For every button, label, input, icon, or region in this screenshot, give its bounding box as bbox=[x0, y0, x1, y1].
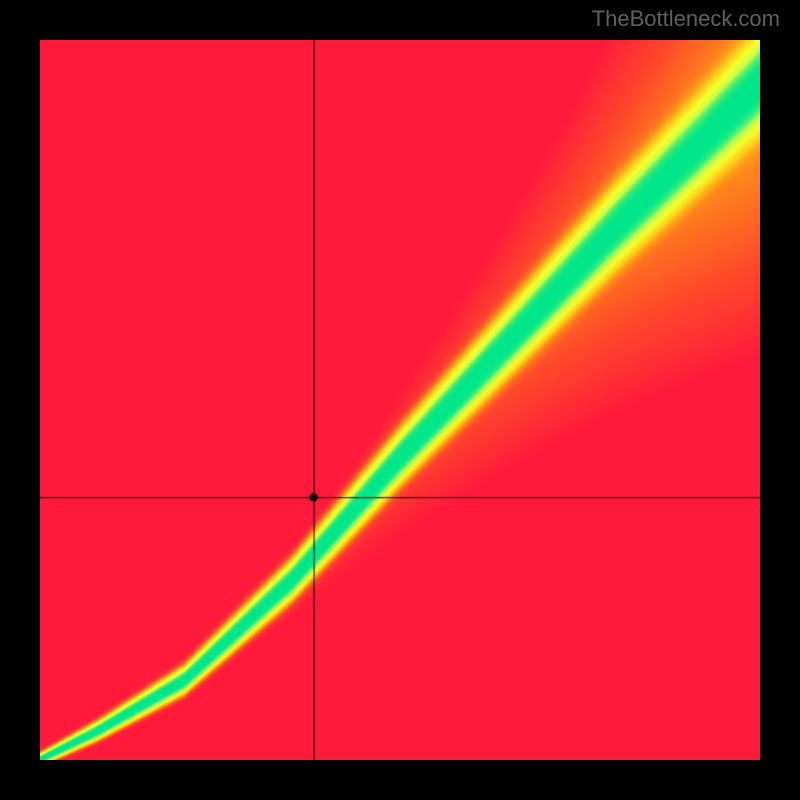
watermark-text: TheBottleneck.com bbox=[592, 6, 780, 32]
chart-container: TheBottleneck.com bbox=[0, 0, 800, 800]
plot-area bbox=[40, 40, 760, 760]
heatmap-canvas bbox=[40, 40, 760, 760]
